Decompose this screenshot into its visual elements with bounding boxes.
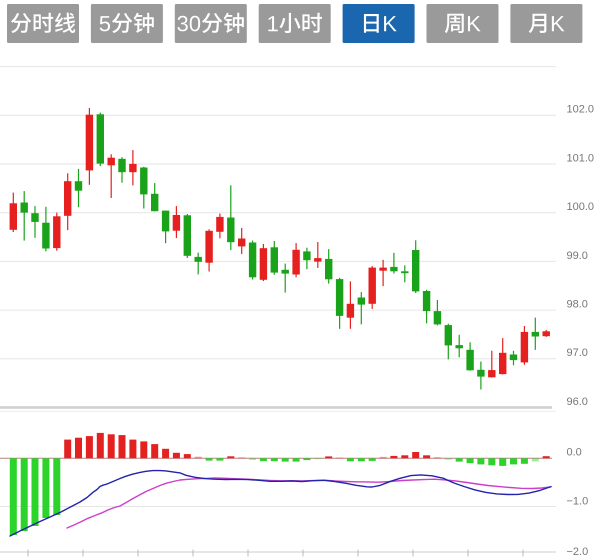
svg-text:100.0: 100.0 <box>567 201 595 213</box>
svg-text:98.0: 98.0 <box>567 299 588 311</box>
svg-text:0.0: 0.0 <box>567 447 582 459</box>
svg-text:−1.0: −1.0 <box>567 495 589 507</box>
svg-text:96.0: 96.0 <box>567 396 588 408</box>
svg-text:99.0: 99.0 <box>567 250 588 262</box>
svg-text:−2.0: −2.0 <box>567 546 589 558</box>
svg-text:101.0: 101.0 <box>567 152 595 164</box>
svg-text:102.0: 102.0 <box>567 104 595 116</box>
svg-text:97.0: 97.0 <box>567 347 588 359</box>
